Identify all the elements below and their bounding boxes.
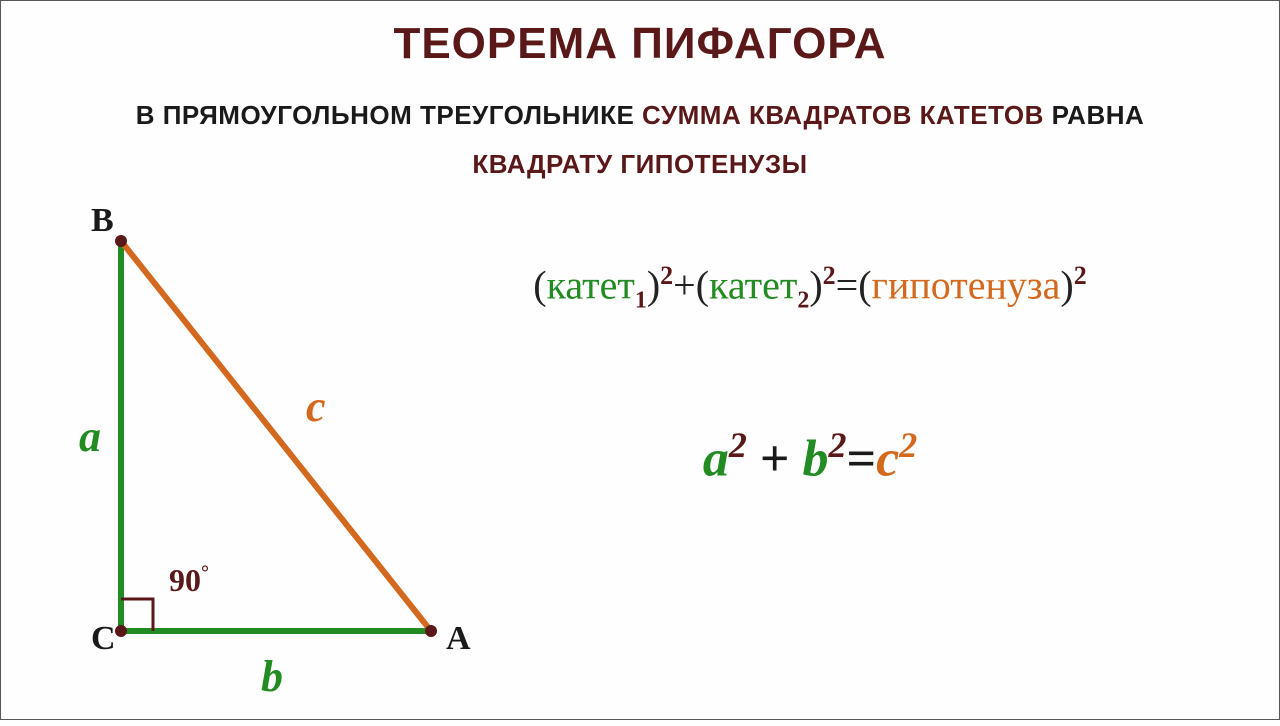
exp-b: 2	[828, 425, 846, 465]
hypotenuse: гипотенуза	[872, 262, 1061, 307]
var-a: a	[703, 431, 729, 488]
vertex-B-label: B	[91, 202, 114, 239]
katет2: катет	[709, 262, 797, 307]
statement-line2: КВАДРАТУ ГИПОТЕНУЗЫ	[472, 149, 807, 179]
var-b: b	[802, 431, 828, 488]
katет1: катет	[547, 262, 635, 307]
vertex-A-dot	[425, 625, 437, 637]
vertex-C-dot	[115, 625, 127, 637]
exp-k2: 2	[823, 261, 836, 290]
eq-op: =	[846, 431, 876, 488]
angle-90-label: 90°	[169, 562, 209, 598]
formula-in-words: (катет1)2+(катет2)2=(гипотенуза)2	[371, 261, 1249, 314]
formula-in-letters: a2 + b2=c2	[371, 424, 1249, 488]
exp-h: 2	[1074, 261, 1087, 290]
side-c-label: c	[306, 382, 326, 431]
statement-part2: СУММА КВАДРАТОВ КАТЕТОВ	[642, 100, 1052, 130]
page-title: ТЕОРЕМА ПИФАГОРА	[1, 19, 1279, 69]
vertex-C-label: C	[91, 620, 116, 657]
statement-part3: РАВНА	[1052, 100, 1145, 130]
formulas-area: (катет1)2+(катет2)2=(гипотенуза)2 a2 + b…	[371, 261, 1249, 489]
exp-k1: 2	[660, 261, 673, 290]
exp-a: 2	[729, 425, 747, 465]
exp-c: 2	[899, 425, 917, 465]
statement-part1: В ПРЯМОУГОЛЬНОМ ТРЕУГОЛЬНИКЕ	[136, 100, 642, 130]
vertex-B-dot	[115, 235, 127, 247]
var-c: c	[876, 431, 899, 488]
plus-op: +	[747, 431, 803, 488]
theorem-statement: В ПРЯМОУГОЛЬНОМ ТРЕУГОЛЬНИКЕ СУММА КВАДР…	[1, 91, 1279, 190]
sub1: 1	[635, 287, 647, 313]
vertex-A-label: A	[446, 620, 471, 657]
side-b-label: b	[261, 652, 283, 701]
sub2: 2	[797, 287, 809, 313]
side-a-label: a	[79, 412, 101, 461]
right-angle-mark	[121, 599, 153, 631]
